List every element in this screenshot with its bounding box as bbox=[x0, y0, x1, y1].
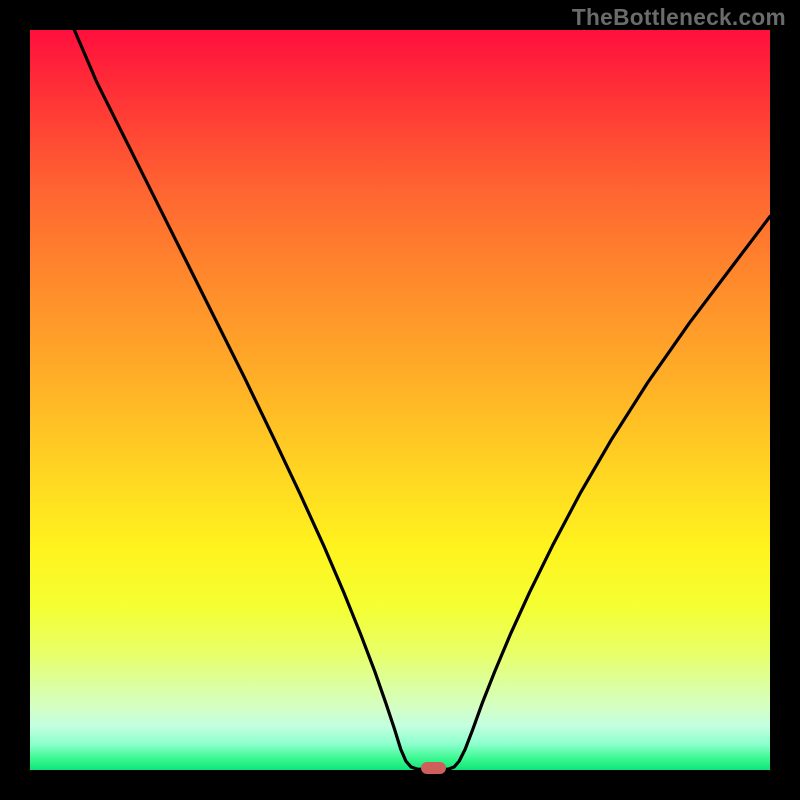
chart-stage: TheBottleneck.com bbox=[0, 0, 800, 800]
plot-area bbox=[30, 30, 770, 770]
bottleneck-curve bbox=[30, 30, 770, 770]
watermark-label: TheBottleneck.com bbox=[572, 4, 786, 31]
curve-path bbox=[74, 30, 770, 769]
optimum-marker bbox=[421, 762, 446, 774]
